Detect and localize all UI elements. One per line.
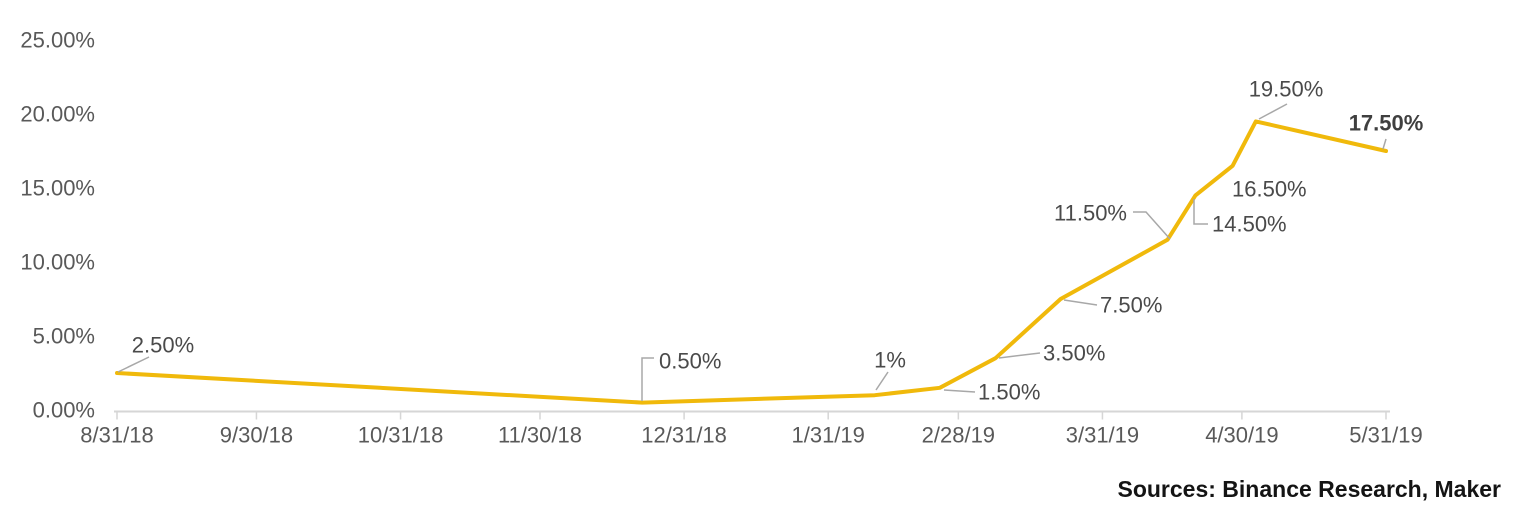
data-label-leader-line xyxy=(1193,199,1208,225)
x-axis-tick-label: 5/31/19 xyxy=(1349,423,1422,448)
chart-line xyxy=(115,119,1388,405)
y-axis-tick-label: 25.00% xyxy=(20,28,95,53)
data-label-leader-line xyxy=(943,389,976,393)
y-axis-tick-label: 20.00% xyxy=(20,102,95,127)
data-label-leader-line xyxy=(875,371,889,391)
y-axis: 25.00% 20.00% 15.00% 10.00% 5.00% 0.00% xyxy=(20,28,95,423)
x-axis-tick-label: 3/31/19 xyxy=(1066,423,1139,448)
data-label-leader-line xyxy=(1382,138,1387,150)
x-axis-tick-label: 11/30/18 xyxy=(498,423,582,448)
y-axis-tick-label: 0.00% xyxy=(33,398,95,423)
data-label-leader-line xyxy=(1258,103,1288,120)
y-axis-tick-label: 5.00% xyxy=(33,324,95,349)
y-axis-tick-label: 15.00% xyxy=(20,176,95,201)
x-axis-tick-label: 1/31/19 xyxy=(791,423,864,448)
data-point-label: 19.50% xyxy=(1249,77,1324,102)
data-point-label: 2.50% xyxy=(132,333,194,358)
data-point-label: 3.50% xyxy=(1043,341,1105,366)
y-axis-tick-label: 10.00% xyxy=(20,250,95,275)
data-label-leader-line xyxy=(1133,211,1171,240)
data-point-label: 1.50% xyxy=(978,380,1040,405)
data-point-label: 11.50% xyxy=(1054,201,1127,226)
data-label-leader-line xyxy=(998,352,1041,359)
x-axis-tick-label: 2/28/19 xyxy=(922,423,995,448)
x-axis-tick-label: 4/30/19 xyxy=(1205,423,1278,448)
data-point-label: 0.50% xyxy=(659,349,721,374)
x-axis-tick-label: 12/31/18 xyxy=(641,423,727,448)
data-point-label: 17.50% xyxy=(1349,111,1424,136)
data-label-leader-line xyxy=(117,356,150,373)
data-label-callouts: 2.50% 0.50% 1% 1.50%3.50% 7.50% 11.50% 14.50% 1… xyxy=(117,77,1424,405)
x-axis-tick-label: 10/31/18 xyxy=(358,423,444,448)
data-point-label: 1% xyxy=(874,348,906,373)
data-label-leader-line xyxy=(641,357,654,401)
x-axis-tick-label: 8/31/18 xyxy=(80,423,153,448)
x-axis-tick-label: 9/30/18 xyxy=(220,423,293,448)
data-label-leader-line xyxy=(1063,299,1098,306)
sources-credit: Sources: Binance Research, Maker xyxy=(1117,476,1501,502)
x-axis: 8/31/18 9/30/18 10/31/18 11/30/18 12/31/18 1/… xyxy=(80,410,1423,448)
data-point-label: 7.50% xyxy=(1100,293,1162,318)
data-point-label: 16.50% xyxy=(1232,177,1307,202)
data-point-label: 14.50% xyxy=(1212,212,1287,237)
